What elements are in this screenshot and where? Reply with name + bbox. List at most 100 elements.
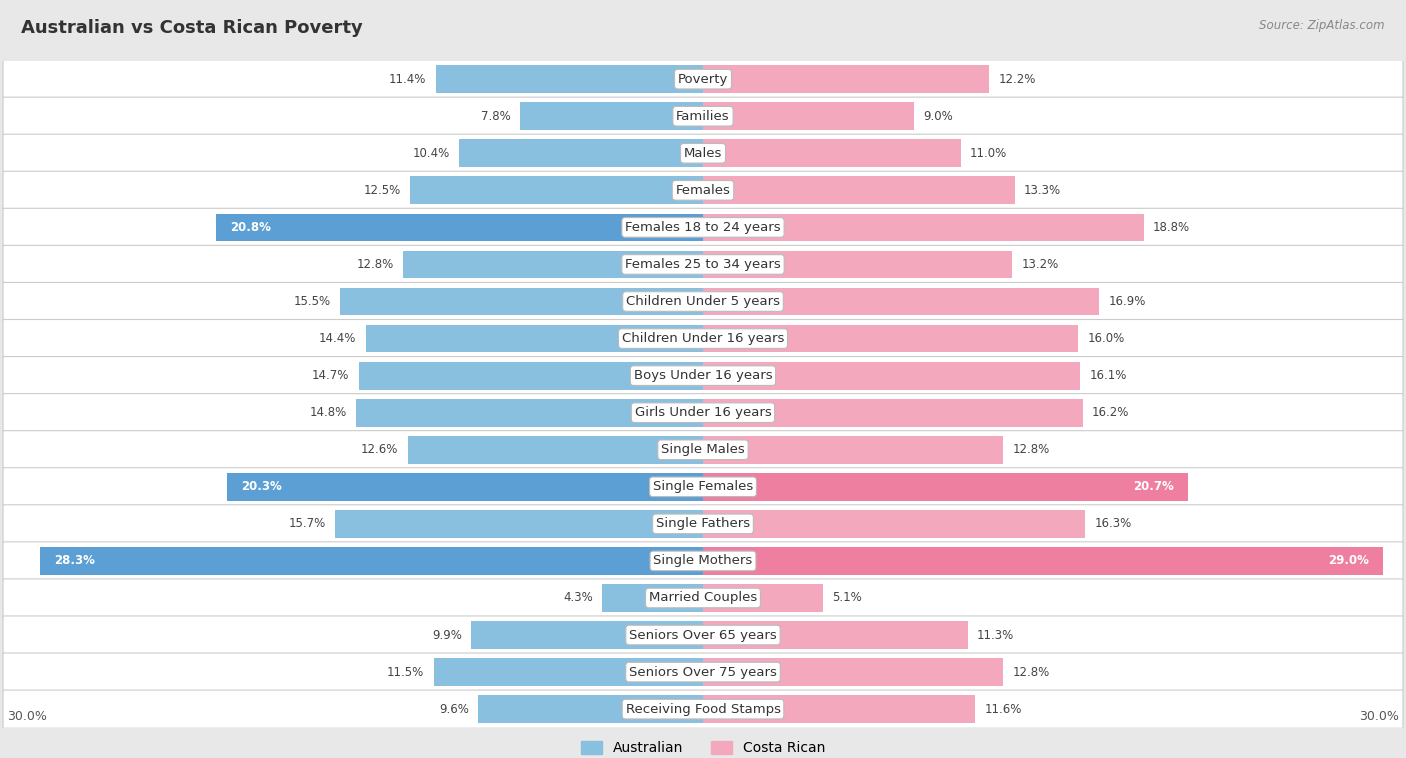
Text: 28.3%: 28.3%: [53, 554, 94, 568]
Text: 12.6%: 12.6%: [361, 443, 398, 456]
Text: 9.6%: 9.6%: [439, 703, 468, 716]
Bar: [359, 362, 703, 390]
Text: Single Males: Single Males: [661, 443, 745, 456]
FancyBboxPatch shape: [3, 319, 1403, 358]
Text: Poverty: Poverty: [678, 73, 728, 86]
Bar: [703, 510, 1085, 537]
Bar: [703, 695, 974, 723]
FancyBboxPatch shape: [3, 505, 1403, 543]
Bar: [703, 214, 1143, 241]
Text: 11.6%: 11.6%: [984, 703, 1022, 716]
Text: 13.2%: 13.2%: [1022, 258, 1059, 271]
Bar: [703, 547, 1382, 575]
Text: 12.8%: 12.8%: [1012, 443, 1049, 456]
FancyBboxPatch shape: [3, 431, 1403, 469]
Text: 14.7%: 14.7%: [312, 369, 349, 382]
Bar: [602, 584, 703, 612]
Text: 16.9%: 16.9%: [1108, 295, 1146, 308]
Text: 16.1%: 16.1%: [1090, 369, 1128, 382]
Bar: [356, 399, 703, 427]
Bar: [703, 399, 1083, 427]
Text: 12.5%: 12.5%: [364, 184, 401, 197]
Text: 30.0%: 30.0%: [7, 709, 46, 723]
FancyBboxPatch shape: [3, 690, 1403, 728]
Bar: [703, 287, 1099, 315]
Text: 9.0%: 9.0%: [924, 110, 953, 123]
Bar: [411, 177, 703, 204]
Text: Girls Under 16 years: Girls Under 16 years: [634, 406, 772, 419]
Bar: [335, 510, 703, 537]
FancyBboxPatch shape: [3, 579, 1403, 617]
Text: 15.5%: 15.5%: [294, 295, 330, 308]
Text: Boys Under 16 years: Boys Under 16 years: [634, 369, 772, 382]
Bar: [703, 251, 1012, 278]
Text: 7.8%: 7.8%: [481, 110, 510, 123]
Text: 9.9%: 9.9%: [432, 628, 461, 641]
Bar: [478, 695, 703, 723]
Bar: [471, 621, 703, 649]
FancyBboxPatch shape: [3, 283, 1403, 321]
FancyBboxPatch shape: [3, 208, 1403, 246]
Bar: [703, 362, 1080, 390]
Text: Families: Families: [676, 110, 730, 123]
Text: Females 25 to 34 years: Females 25 to 34 years: [626, 258, 780, 271]
Text: 13.3%: 13.3%: [1024, 184, 1062, 197]
Bar: [436, 65, 703, 93]
Text: 16.0%: 16.0%: [1087, 332, 1125, 345]
Text: Females 18 to 24 years: Females 18 to 24 years: [626, 221, 780, 234]
Text: Married Couples: Married Couples: [650, 591, 756, 604]
FancyBboxPatch shape: [3, 356, 1403, 395]
Text: 16.3%: 16.3%: [1094, 518, 1132, 531]
Text: Males: Males: [683, 147, 723, 160]
Bar: [520, 102, 703, 130]
Bar: [228, 473, 703, 501]
Text: Single Females: Single Females: [652, 481, 754, 493]
Text: Seniors Over 75 years: Seniors Over 75 years: [628, 666, 778, 678]
FancyBboxPatch shape: [3, 171, 1403, 209]
Text: 12.8%: 12.8%: [357, 258, 394, 271]
Bar: [215, 214, 703, 241]
Text: 10.4%: 10.4%: [413, 147, 450, 160]
Text: 15.7%: 15.7%: [288, 518, 326, 531]
Bar: [703, 324, 1078, 352]
Text: 11.5%: 11.5%: [387, 666, 425, 678]
Text: Single Mothers: Single Mothers: [654, 554, 752, 568]
Bar: [703, 584, 823, 612]
Text: Females: Females: [675, 184, 731, 197]
Text: 20.8%: 20.8%: [229, 221, 270, 234]
Text: 30.0%: 30.0%: [1360, 709, 1399, 723]
Bar: [703, 102, 914, 130]
Bar: [366, 324, 703, 352]
FancyBboxPatch shape: [3, 97, 1403, 136]
Text: 16.2%: 16.2%: [1092, 406, 1129, 419]
Text: Source: ZipAtlas.com: Source: ZipAtlas.com: [1260, 19, 1385, 32]
Text: Single Fathers: Single Fathers: [657, 518, 749, 531]
Text: 4.3%: 4.3%: [564, 591, 593, 604]
FancyBboxPatch shape: [3, 134, 1403, 172]
Text: 18.8%: 18.8%: [1153, 221, 1189, 234]
Text: 11.4%: 11.4%: [389, 73, 426, 86]
Bar: [703, 65, 988, 93]
Bar: [433, 658, 703, 686]
Bar: [340, 287, 703, 315]
Bar: [460, 139, 703, 168]
FancyBboxPatch shape: [3, 60, 1403, 99]
Bar: [703, 473, 1188, 501]
Text: 14.4%: 14.4%: [319, 332, 356, 345]
Text: 20.7%: 20.7%: [1133, 481, 1174, 493]
FancyBboxPatch shape: [3, 653, 1403, 691]
FancyBboxPatch shape: [3, 468, 1403, 506]
Text: Australian vs Costa Rican Poverty: Australian vs Costa Rican Poverty: [21, 19, 363, 37]
FancyBboxPatch shape: [3, 542, 1403, 580]
Text: 29.0%: 29.0%: [1327, 554, 1368, 568]
FancyBboxPatch shape: [3, 616, 1403, 654]
Bar: [408, 436, 703, 464]
Text: Receiving Food Stamps: Receiving Food Stamps: [626, 703, 780, 716]
Text: Seniors Over 65 years: Seniors Over 65 years: [628, 628, 778, 641]
Text: 11.0%: 11.0%: [970, 147, 1007, 160]
Text: 5.1%: 5.1%: [832, 591, 862, 604]
Bar: [703, 658, 1002, 686]
FancyBboxPatch shape: [3, 246, 1403, 283]
Legend: Australian, Costa Rican: Australian, Costa Rican: [575, 736, 831, 758]
Bar: [703, 139, 960, 168]
